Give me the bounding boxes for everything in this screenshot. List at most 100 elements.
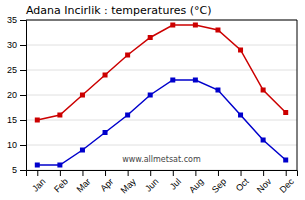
tick: Jun	[143, 170, 160, 194]
marker	[103, 73, 108, 78]
tick-mark	[82, 170, 83, 176]
marker	[215, 28, 220, 33]
marker	[125, 53, 130, 58]
grid-line	[26, 70, 297, 71]
tick: 5	[12, 165, 26, 175]
tick-label: Jan	[30, 176, 47, 193]
tick: Dec	[277, 170, 296, 195]
tick-mark	[20, 170, 26, 171]
tick-label: Oct	[234, 176, 251, 193]
marker	[261, 138, 266, 143]
tick: 20	[7, 90, 26, 100]
frame	[26, 20, 297, 21]
tick-label: Nov	[255, 176, 274, 195]
tick: Oct	[234, 170, 251, 193]
tick-mark	[263, 170, 264, 176]
tick-label: Sep	[210, 176, 228, 194]
annotation: www.allmetsat.com	[122, 155, 201, 164]
marker	[35, 163, 40, 168]
plot-area: 5 10 15 20 25 30 35 Jan Feb Mar AprMay Jun Jul Aug Sep…	[7, 15, 298, 195]
tick-mark	[173, 170, 174, 176]
tick-mark	[128, 170, 129, 176]
series-line	[37, 25, 285, 120]
grid-line	[26, 95, 297, 96]
marker	[283, 110, 288, 115]
grid-line	[26, 120, 297, 121]
marker	[125, 113, 130, 118]
tick-label: 30	[7, 40, 17, 50]
marker	[35, 118, 40, 123]
grid-line	[26, 45, 297, 46]
marker	[148, 35, 153, 40]
series-line	[37, 80, 285, 165]
tick: Mar	[75, 170, 93, 194]
tick-label: 35	[7, 15, 17, 25]
tick-mark	[20, 145, 26, 146]
tick: Jan	[30, 170, 47, 194]
marker	[238, 113, 243, 118]
tick-label: 20	[7, 90, 17, 100]
marker	[148, 93, 153, 98]
tick-label: Mar	[75, 176, 93, 194]
tick-mark	[20, 70, 26, 71]
tick: Apr	[98, 170, 115, 193]
axis-line	[20, 21, 27, 171]
marker	[57, 163, 62, 168]
tick-mark	[105, 170, 106, 176]
tick-mark	[20, 95, 26, 96]
tick: Sep	[210, 170, 228, 195]
marker	[80, 93, 85, 98]
tick-label: 10	[7, 140, 17, 150]
marker	[283, 158, 288, 163]
grid	[26, 20, 297, 170]
tick: 25	[7, 65, 26, 75]
tick: Jul	[168, 170, 183, 192]
title: Adana Incirlik : temperatures (°C)	[26, 4, 211, 17]
tick: 30	[7, 40, 26, 50]
tick-mark	[20, 45, 26, 46]
tick-mark	[60, 170, 61, 176]
marker	[193, 78, 198, 83]
tick-label: Aug	[187, 176, 205, 194]
marker	[215, 88, 220, 93]
y-axis: 5 10 15 20 25 30 35	[7, 15, 27, 175]
tick-mark	[241, 170, 242, 176]
frame	[297, 20, 298, 170]
tick-label: May	[119, 176, 138, 195]
tick-mark	[218, 170, 219, 176]
tick-label: 25	[7, 65, 17, 75]
grid-line	[26, 20, 297, 21]
tick-label: 15	[7, 115, 17, 125]
tick: Nov	[255, 170, 274, 195]
tick-mark	[195, 170, 196, 176]
tick: Feb	[52, 170, 70, 194]
axis-line	[27, 171, 298, 177]
tick-label: Feb	[52, 176, 70, 194]
tick-label: Dec	[277, 176, 296, 195]
tick: Aug	[187, 170, 205, 195]
tick: 35	[7, 15, 26, 25]
marker	[238, 48, 243, 53]
marker	[103, 130, 108, 135]
grid-line	[26, 145, 297, 146]
chart: 5 10 15 20 25 30 35 Jan Feb Mar AprMay Jun Jul Aug Sep…	[0, 0, 305, 200]
marker	[80, 148, 85, 153]
tick-label: 5	[12, 165, 17, 175]
tick-label: Apr	[98, 176, 115, 193]
marker	[193, 23, 198, 28]
tick: 10	[7, 140, 26, 150]
tick: May	[119, 170, 138, 196]
tick-mark	[286, 170, 287, 176]
tick-mark	[150, 170, 151, 176]
tick-label: Jul	[168, 176, 183, 191]
x-axis: Jan Feb Mar AprMay Jun Jul Aug Sep OctNovDec	[27, 170, 298, 196]
tick: 15	[7, 115, 26, 125]
marker	[170, 78, 175, 83]
tick-mark	[20, 120, 26, 121]
marker	[261, 88, 266, 93]
series-group	[35, 23, 288, 168]
marker	[57, 113, 62, 118]
tick-label: Jun	[143, 176, 160, 193]
tick-mark	[20, 20, 26, 21]
marker	[170, 23, 175, 28]
